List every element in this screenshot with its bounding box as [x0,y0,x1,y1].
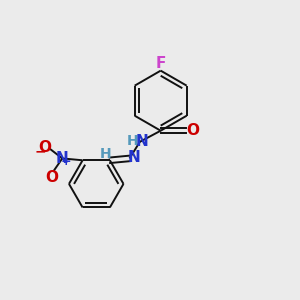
Text: N: N [128,151,140,166]
Text: N: N [56,151,69,166]
Text: O: O [186,123,199,138]
Text: H: H [127,134,138,148]
Text: −: − [34,145,46,158]
Text: O: O [38,140,51,155]
Text: N: N [135,134,148,149]
Text: H: H [99,147,111,161]
Text: +: + [61,155,72,168]
Text: O: O [45,170,58,185]
Text: F: F [155,56,166,71]
